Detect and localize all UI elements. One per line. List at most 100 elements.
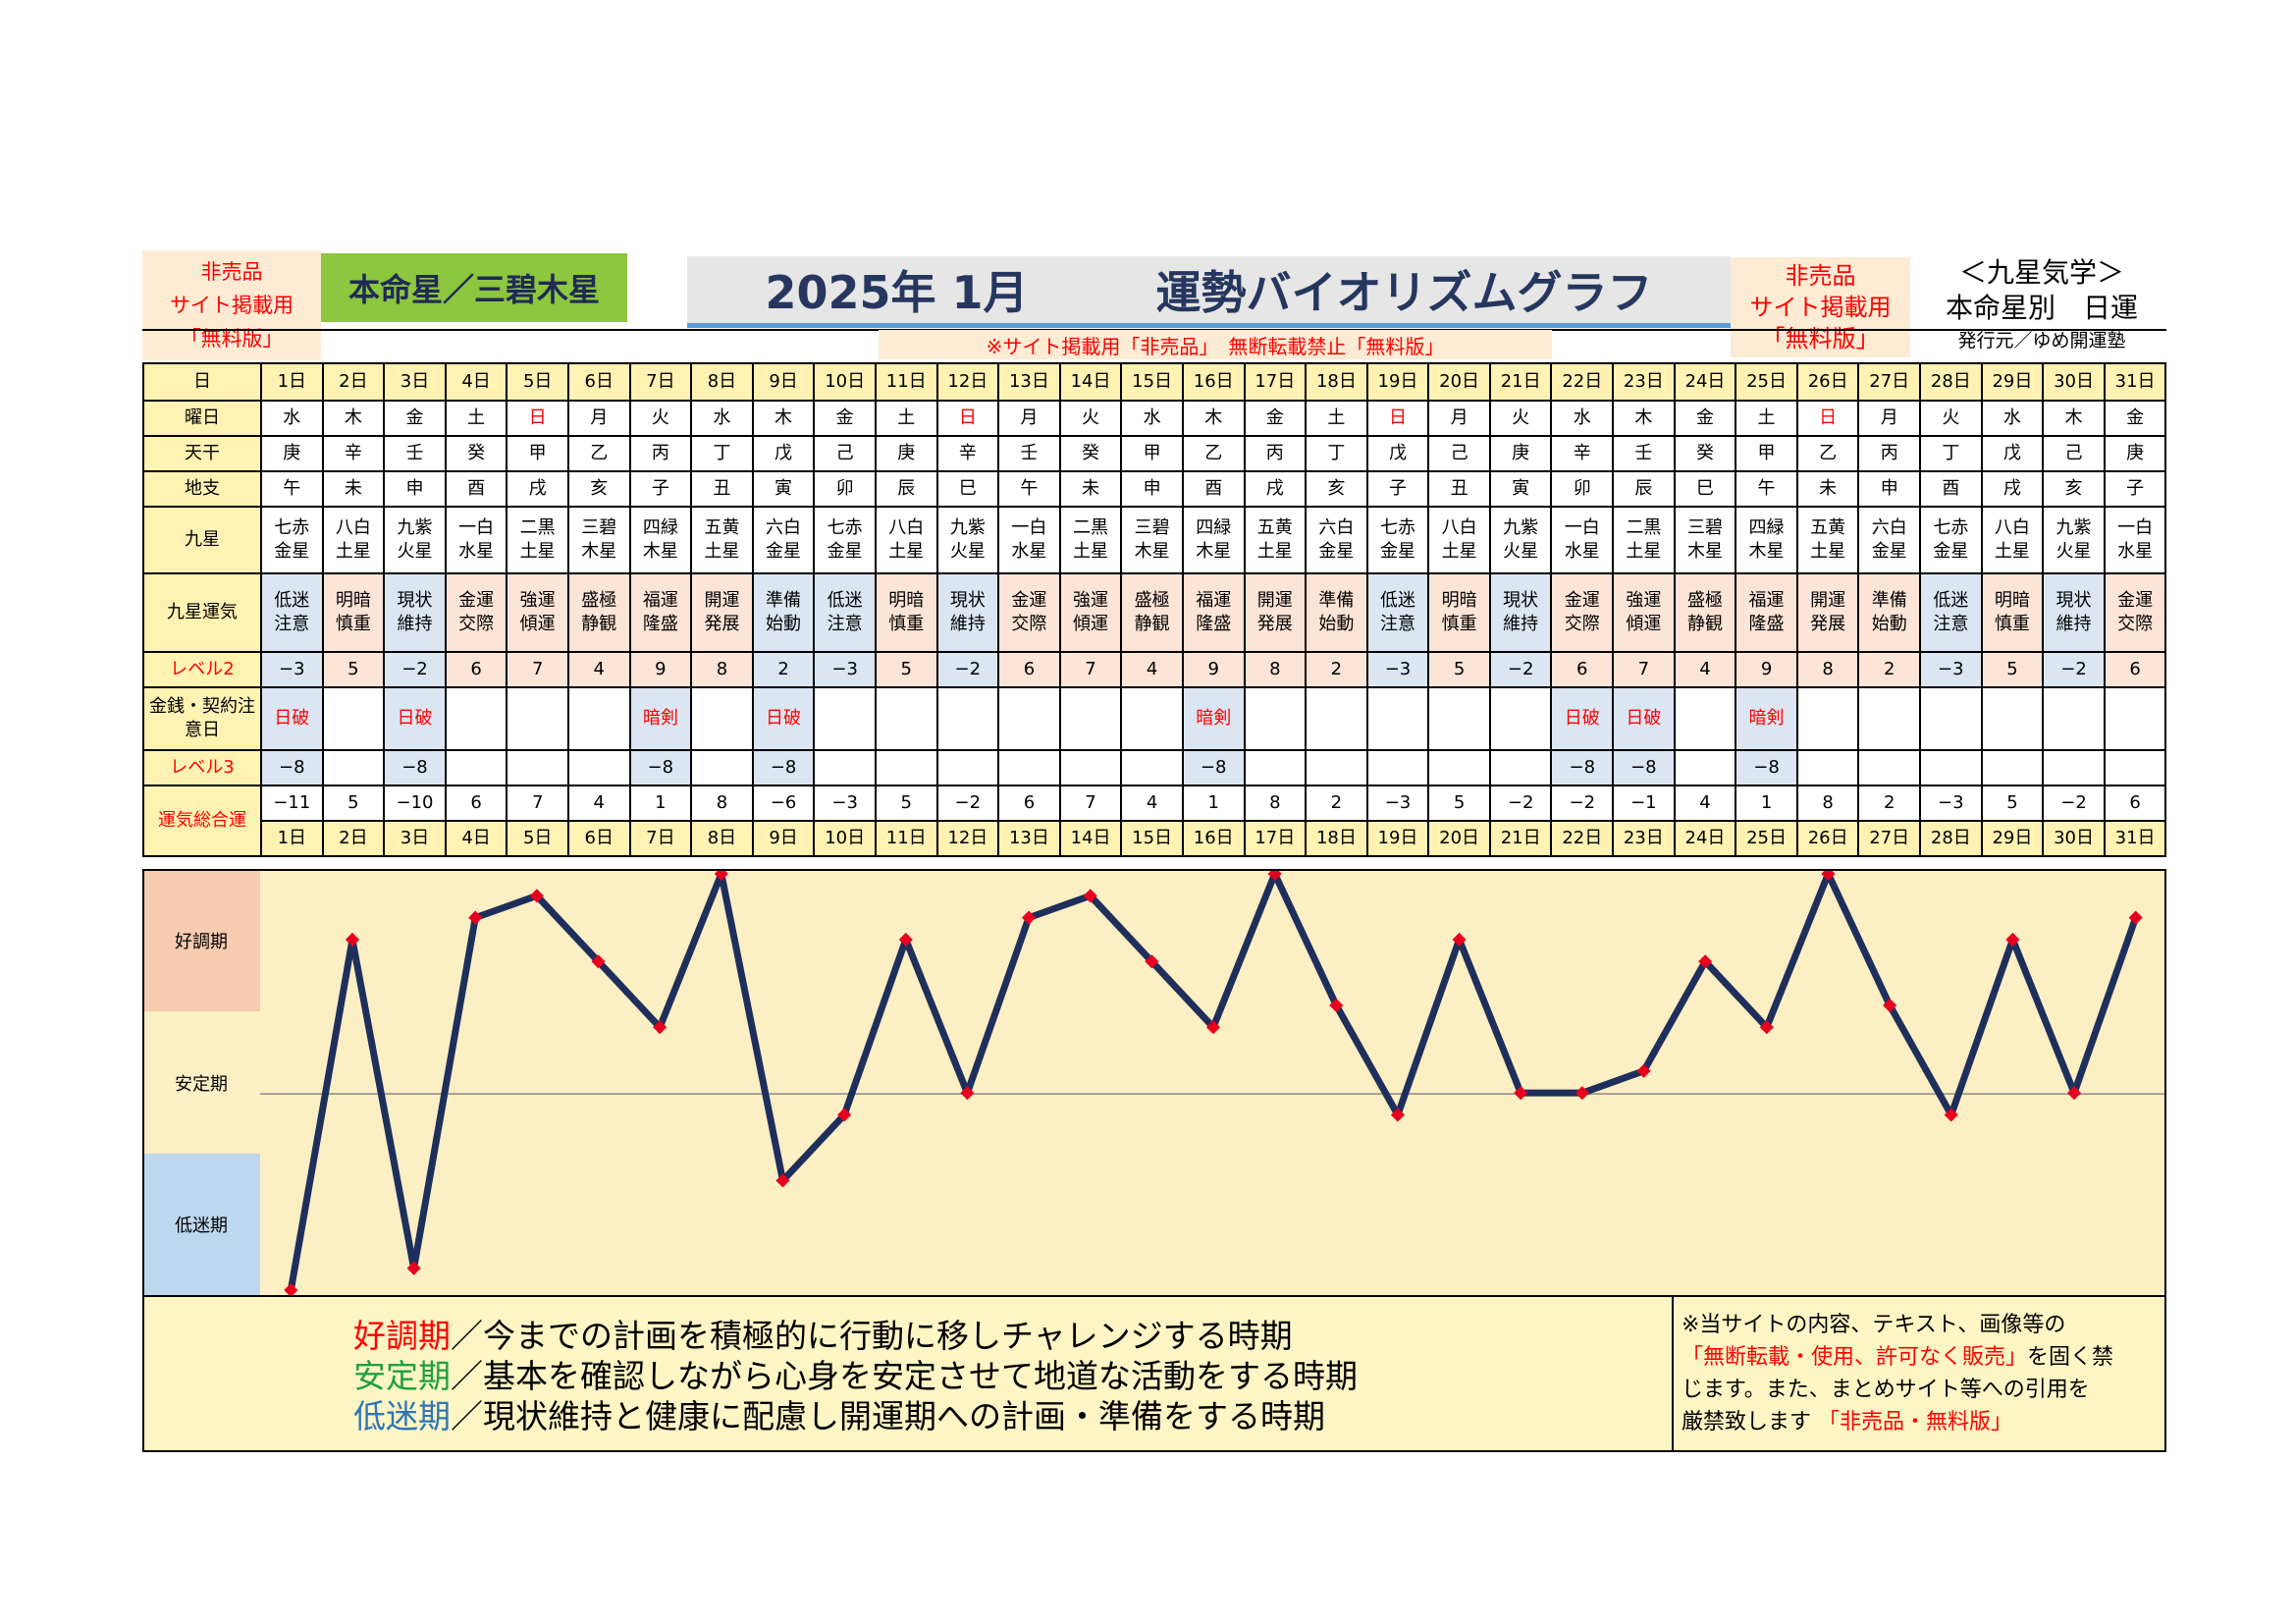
day-cell: 23日: [1612, 820, 1676, 857]
day-cell: 18日: [1305, 820, 1368, 857]
data-point: [284, 1282, 298, 1295]
row-label-money-warning: 金銭・契約注意日: [142, 686, 262, 751]
row-label-chishi: 地支: [142, 470, 262, 508]
kyusei-cell-line: 二黒: [519, 517, 556, 538]
kyusei-unki-cell-line: 明暗: [1441, 590, 1477, 611]
publisher-label: 発行元／ゆめ開運塾: [1957, 330, 2126, 352]
kyusei-cell: 六白 金星: [751, 506, 816, 574]
kyusei-cell-line: 金星: [274, 541, 310, 562]
kyusei-unki-cell-line: 低迷: [1379, 590, 1415, 611]
kyusei-cell: 四緑 木星: [1181, 506, 1246, 574]
footnote-red-1: 「無断転載・使用、許可なく販売」: [1682, 1345, 2028, 1370]
tenkan-cell: 乙: [1795, 435, 1860, 472]
kyusei-cell: 五黄 土星: [1795, 506, 1860, 574]
weekday-cell: 土: [1735, 400, 1798, 437]
total-cell: 6: [997, 785, 1061, 822]
kyusei-unki-cell: 盛極 静観: [1120, 572, 1184, 653]
level3-cell: [690, 749, 754, 786]
kyusei-cell-line: 金星: [1379, 541, 1415, 562]
kyusei-cell-line: 土星: [335, 541, 371, 562]
kyusei-unki-cell-line: 金運: [1011, 590, 1047, 611]
level2-cell: 9: [1181, 651, 1246, 688]
level2-cell: 9: [1735, 651, 1798, 688]
weekday-cell: 木: [1612, 400, 1676, 437]
kyusei-unki-cell-line: 交際: [1011, 614, 1047, 634]
kyusei-unki-cell-line: 維持: [949, 614, 986, 634]
kyusei-unki-cell-line: 維持: [2056, 614, 2092, 634]
level2-cell: 2: [1305, 651, 1368, 688]
kyusei-unki-cell-line: 低迷: [827, 590, 863, 611]
tenkan-cell: 丙: [1857, 435, 1922, 472]
kyusei-unki-cell-line: 現状: [949, 590, 986, 611]
kyusei-cell-line: 九紫: [2056, 517, 2092, 538]
kyusei-unki-cell-line: 傾運: [1626, 614, 1662, 634]
kyusei-cell-line: 火星: [397, 541, 433, 562]
level3-cell: −8: [383, 749, 447, 786]
day-cell: 7日: [628, 820, 693, 857]
day-cell: 14日: [1058, 820, 1123, 857]
kyusei-cell-line: 土星: [704, 541, 740, 562]
level2-row: レベル2 −3 5 −2 6 7 4 9 8 2 −3 5 −2 6 7 4 9 8 2 −3 5 −2 6 7 4 9 8 2 −3 5…: [142, 651, 2167, 688]
kyusei-cell: 六白 金星: [1857, 506, 1922, 574]
total-cell: −6: [751, 785, 816, 822]
day-cell: 16日: [1181, 362, 1246, 402]
kyusei-unki-cell-line: 静観: [1134, 614, 1170, 634]
level2-cell: −3: [1365, 651, 1430, 688]
money-warning-cell: [506, 686, 569, 751]
kyusei-cell: 九紫 火星: [1488, 506, 1553, 574]
day-cell: 27日: [1857, 820, 1922, 857]
total-cell: −2: [2042, 785, 2106, 822]
kyusei-unki-cell: 準備 始動: [1305, 572, 1368, 653]
money-warning-cell: [1058, 686, 1123, 751]
kyusei-cell-line: 土星: [1994, 541, 2030, 562]
total-cell: 5: [1427, 785, 1491, 822]
kyusei-unki-cell: 明暗 慎重: [1980, 572, 2045, 653]
tenkan-row: 天干庚辛壬癸甲乙丙丁戊己庚辛壬癸甲乙丙丁戊己庚辛壬癸甲乙丙丁戊己庚: [142, 435, 2167, 472]
kyusei-cell: 七赤 金星: [813, 506, 877, 574]
footer-panel: [142, 1295, 2166, 1452]
day-cell: 24日: [1673, 820, 1737, 857]
legend-low-term: 低迷期: [353, 1397, 451, 1435]
day-cell: 30日: [2042, 362, 2106, 402]
kyusei-cell-line: 金星: [827, 541, 863, 562]
kyusei-unki-cell-line: 盛極: [581, 590, 617, 611]
tenkan-cell: 甲: [506, 435, 569, 472]
row-label-kyusei: 九星: [142, 506, 262, 574]
kyusei-cell-line: 一白: [2117, 517, 2154, 538]
level2-cell: −3: [1919, 651, 1983, 688]
kyusei-unki-cell: 現状 維持: [2042, 572, 2106, 653]
money-warning-cell: 暗剣: [1181, 686, 1246, 751]
data-point: [2128, 910, 2143, 925]
kyusei-unki-cell: 福運 隆盛: [1735, 572, 1798, 653]
kyusei-unki-cell-line: 明暗: [335, 590, 371, 611]
non-sale-badge-right: 非売品 サイト掲載用 「無料版」: [1731, 257, 1910, 357]
chishi-cell: 午: [1735, 470, 1798, 508]
total-cell: 4: [1120, 785, 1184, 822]
zone-low-label: 低迷期: [142, 1154, 260, 1295]
kyusei-unki-cell-line: 傾運: [1073, 614, 1109, 634]
level3-cell: −8: [1550, 749, 1615, 786]
money-warning-cell: [997, 686, 1061, 751]
kyusei-unki-cell: 低迷 注意: [1919, 572, 1983, 653]
chishi-cell: 子: [2103, 470, 2167, 508]
day-cell: 9日: [751, 362, 816, 402]
kyusei-cell-line: 土星: [1441, 541, 1477, 562]
kyusei-cell-line: 二黒: [1073, 517, 1109, 538]
level2-cell: 7: [506, 651, 569, 688]
day-cell: 1日: [260, 362, 324, 402]
site-use-label: サイト掲載用: [1749, 294, 1892, 321]
kyusei-unki-cell-line: 強運: [519, 590, 556, 611]
level2-cell: −3: [813, 651, 877, 688]
money-warning-cell: [813, 686, 877, 751]
weekday-cell: 日: [1365, 400, 1430, 437]
kyusei-unki-cell-line: 現状: [1503, 590, 1539, 611]
weekday-cell: 月: [1427, 400, 1491, 437]
kyusei-cell: 九紫 火星: [383, 506, 447, 574]
tenkan-cell: 己: [813, 435, 877, 472]
tenkan-cell: 丁: [1919, 435, 1983, 472]
kyusei-cell-line: 一白: [1011, 517, 1047, 538]
kyusei-cell-line: 木星: [1686, 541, 1723, 562]
level2-cell: 4: [1673, 651, 1737, 688]
kyusei-cell-line: 土星: [519, 541, 556, 562]
money-warning-cell: 暗剣: [628, 686, 693, 751]
